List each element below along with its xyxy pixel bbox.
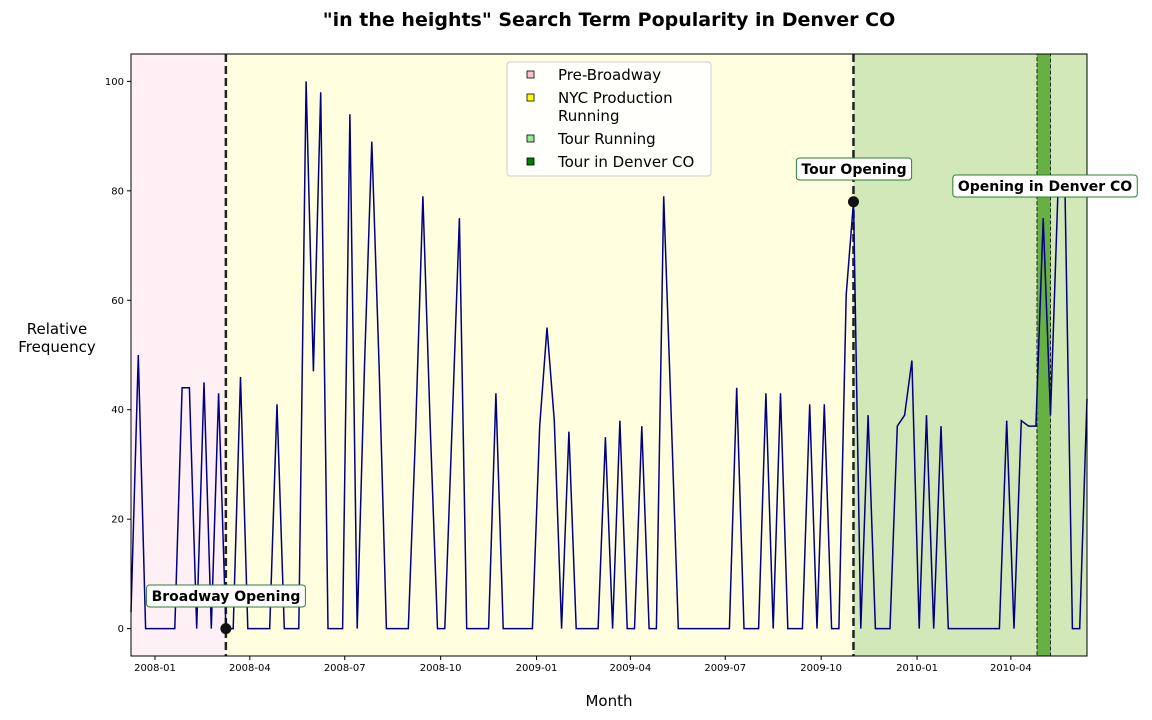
annotation-box-2 <box>952 174 1138 198</box>
annotation-box-0 <box>146 584 306 608</box>
y-axis-label-line-0: Relative <box>27 320 88 338</box>
x-tick-label-6: 2009-07 <box>704 663 746 674</box>
x-tick-label-1: 2008-04 <box>229 663 271 674</box>
x-tick-label-7: 2009-10 <box>800 663 842 674</box>
x-tick-label-8: 2010-01 <box>896 663 938 674</box>
plot-frame <box>130 53 1088 657</box>
x-tick-label-3: 2008-10 <box>420 663 462 674</box>
legend-label-1-line-1: Running <box>558 107 619 125</box>
x-axis-ticks: 2008-01 2008-04 2008-07 2008-10 2009-01 2009-… <box>134 656 1032 674</box>
y-tick-label-1: 20 <box>111 515 124 526</box>
annotation-1: Tour Opening <box>795 157 913 181</box>
legend: Pre-Broadway NYC Production Running Tour Ru… <box>506 61 712 177</box>
legend-label-3-line-0: Tour in Denver CO <box>557 153 694 171</box>
legend-label-2: Tour Running <box>557 130 656 148</box>
x-tick-label-0: 2008-01 <box>134 663 176 674</box>
legend-label-2-line-0: Tour Running <box>557 130 656 148</box>
legend-frame <box>506 61 712 177</box>
annotation-0: Broadway Opening <box>146 584 306 608</box>
series-layer <box>130 81 1088 630</box>
annotation-text-2: Opening in Denver CO <box>958 179 1132 195</box>
y-tick-label-2: 40 <box>111 405 124 416</box>
legend-swatch-0 <box>526 70 535 79</box>
annotation-box-1 <box>795 157 913 181</box>
x-tick-label-4: 2009-01 <box>516 663 558 674</box>
y-tick-label-4: 80 <box>111 186 124 197</box>
annotation-2: Opening in Denver CO <box>952 174 1138 198</box>
event-lines <box>224 54 855 656</box>
region-0 <box>131 54 226 656</box>
legend-swatch-2 <box>526 134 535 143</box>
x-tick-label-9: 2010-04 <box>990 663 1032 674</box>
event-marker-0 <box>220 623 232 635</box>
x-axis-label: Month <box>585 692 632 710</box>
event-marker-1 <box>847 196 859 208</box>
y-tick-label-3: 60 <box>111 296 124 307</box>
x-tick-label-2: 2008-07 <box>324 663 366 674</box>
chart-title: "in the heights" Search Term Popularity … <box>323 9 896 31</box>
annotation-text-0: Broadway Opening <box>152 589 301 605</box>
legend-label-0: Pre-Broadway <box>558 66 661 84</box>
annotation-text-1: Tour Opening <box>801 162 906 178</box>
legend-label-1-line-0: NYC Production <box>558 89 673 107</box>
series-line-0 <box>130 81 1088 630</box>
legend-swatch-1 <box>526 93 535 102</box>
legend-label-3: Tour in Denver CO <box>557 153 694 171</box>
annotations: Broadway Opening Tour Opening Opening in D… <box>146 157 1138 608</box>
legend-swatch-3 <box>526 157 535 166</box>
legend-label-0-line-0: Pre-Broadway <box>558 66 661 84</box>
y-axis-ticks: 0 20 40 60 80 100 <box>105 77 131 635</box>
x-tick-label-5: 2009-04 <box>609 663 651 674</box>
y-axis-label-line-1: Frequency <box>18 338 96 356</box>
y-tick-label-5: 100 <box>105 77 124 88</box>
legend-label-1: NYC Production Running <box>558 89 673 125</box>
y-tick-label-0: 0 <box>118 624 124 635</box>
y-axis-label: Relative Frequency <box>18 320 96 356</box>
event-markers <box>220 196 859 635</box>
